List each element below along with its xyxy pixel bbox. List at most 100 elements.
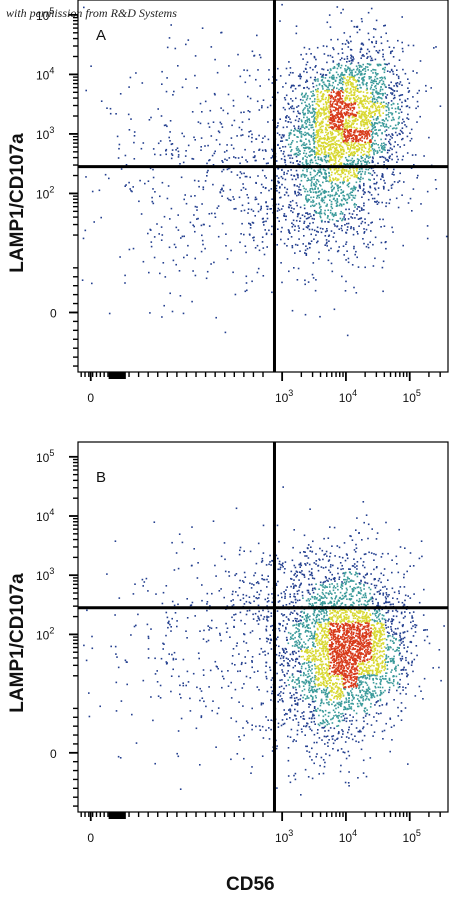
data-point <box>401 16 403 18</box>
data-point <box>364 122 366 124</box>
data-point <box>380 241 383 244</box>
data-point <box>315 88 317 91</box>
data-point <box>290 129 293 131</box>
data-point <box>300 794 302 796</box>
data-point <box>328 106 330 109</box>
data-point <box>329 156 331 159</box>
data-point <box>216 666 218 668</box>
data-point <box>266 640 268 643</box>
data-point <box>326 88 328 91</box>
data-point <box>362 561 365 563</box>
data-point <box>303 127 306 130</box>
data-point <box>200 149 202 151</box>
data-point <box>316 100 319 103</box>
data-point <box>252 210 255 212</box>
data-point <box>342 125 344 128</box>
data-point <box>372 118 375 121</box>
data-point <box>357 130 359 132</box>
data-point <box>350 84 352 86</box>
data-point <box>332 120 334 123</box>
data-point <box>306 105 309 108</box>
data-point <box>330 180 332 182</box>
data-point <box>322 76 324 79</box>
data-point <box>306 547 309 549</box>
data-point <box>362 177 364 180</box>
data-point <box>246 69 249 72</box>
data-point <box>328 240 330 242</box>
data-point <box>370 79 373 81</box>
data-point <box>285 616 288 618</box>
data-point <box>304 190 306 193</box>
data-point <box>320 231 323 234</box>
data-point <box>286 713 288 715</box>
data-point <box>258 593 261 596</box>
data-point <box>194 205 197 208</box>
data-point <box>369 146 372 148</box>
data-point <box>237 157 240 159</box>
data-point <box>373 172 376 174</box>
data-point <box>300 564 303 567</box>
data-point <box>305 92 307 95</box>
data-point <box>312 121 315 123</box>
data-point <box>327 132 329 134</box>
data-point <box>385 96 387 98</box>
data-point <box>399 692 402 695</box>
data-point <box>350 94 352 97</box>
data-point <box>305 212 307 214</box>
data-point <box>330 157 332 159</box>
data-point <box>185 43 187 46</box>
data-point <box>341 43 344 45</box>
data-point <box>316 96 319 98</box>
data-point <box>378 590 380 593</box>
data-point <box>199 687 201 690</box>
data-point <box>239 599 242 601</box>
data-point <box>389 198 391 201</box>
data-point <box>323 151 326 154</box>
data-point <box>344 98 346 100</box>
data-point <box>290 149 293 151</box>
data-point <box>307 132 309 134</box>
data-point <box>361 148 363 150</box>
data-point <box>224 158 226 161</box>
data-point <box>323 153 326 155</box>
data-point <box>423 588 425 591</box>
data-point <box>338 155 340 158</box>
data-point <box>140 213 143 215</box>
data-point <box>402 155 404 158</box>
data-point <box>353 228 355 231</box>
data-point <box>358 116 361 118</box>
data-point <box>306 95 309 97</box>
data-point <box>371 91 374 94</box>
data-point <box>336 108 338 110</box>
data-point <box>212 121 215 123</box>
data-point <box>313 214 315 216</box>
data-point <box>371 197 374 200</box>
data-point <box>310 53 312 55</box>
data-point <box>410 167 413 169</box>
data-point <box>410 621 412 624</box>
data-point <box>390 50 392 53</box>
data-point <box>383 225 386 227</box>
data-point <box>258 725 261 727</box>
data-point <box>353 210 355 212</box>
data-point <box>246 194 248 196</box>
data-point <box>339 79 342 82</box>
data-point <box>356 168 359 170</box>
data-point <box>418 89 420 92</box>
data-point <box>342 123 345 125</box>
data-point <box>350 101 352 104</box>
data-point <box>332 81 334 84</box>
data-point <box>365 245 368 248</box>
data-point <box>370 86 372 88</box>
data-point <box>237 594 239 597</box>
data-point <box>260 207 262 210</box>
data-point <box>375 122 378 124</box>
data-point <box>397 107 399 109</box>
data-point <box>325 105 328 108</box>
data-point <box>309 243 312 245</box>
data-point <box>306 190 309 193</box>
data-point <box>271 601 273 604</box>
data-point <box>321 160 324 162</box>
data-point <box>329 195 331 198</box>
data-point <box>324 146 327 148</box>
